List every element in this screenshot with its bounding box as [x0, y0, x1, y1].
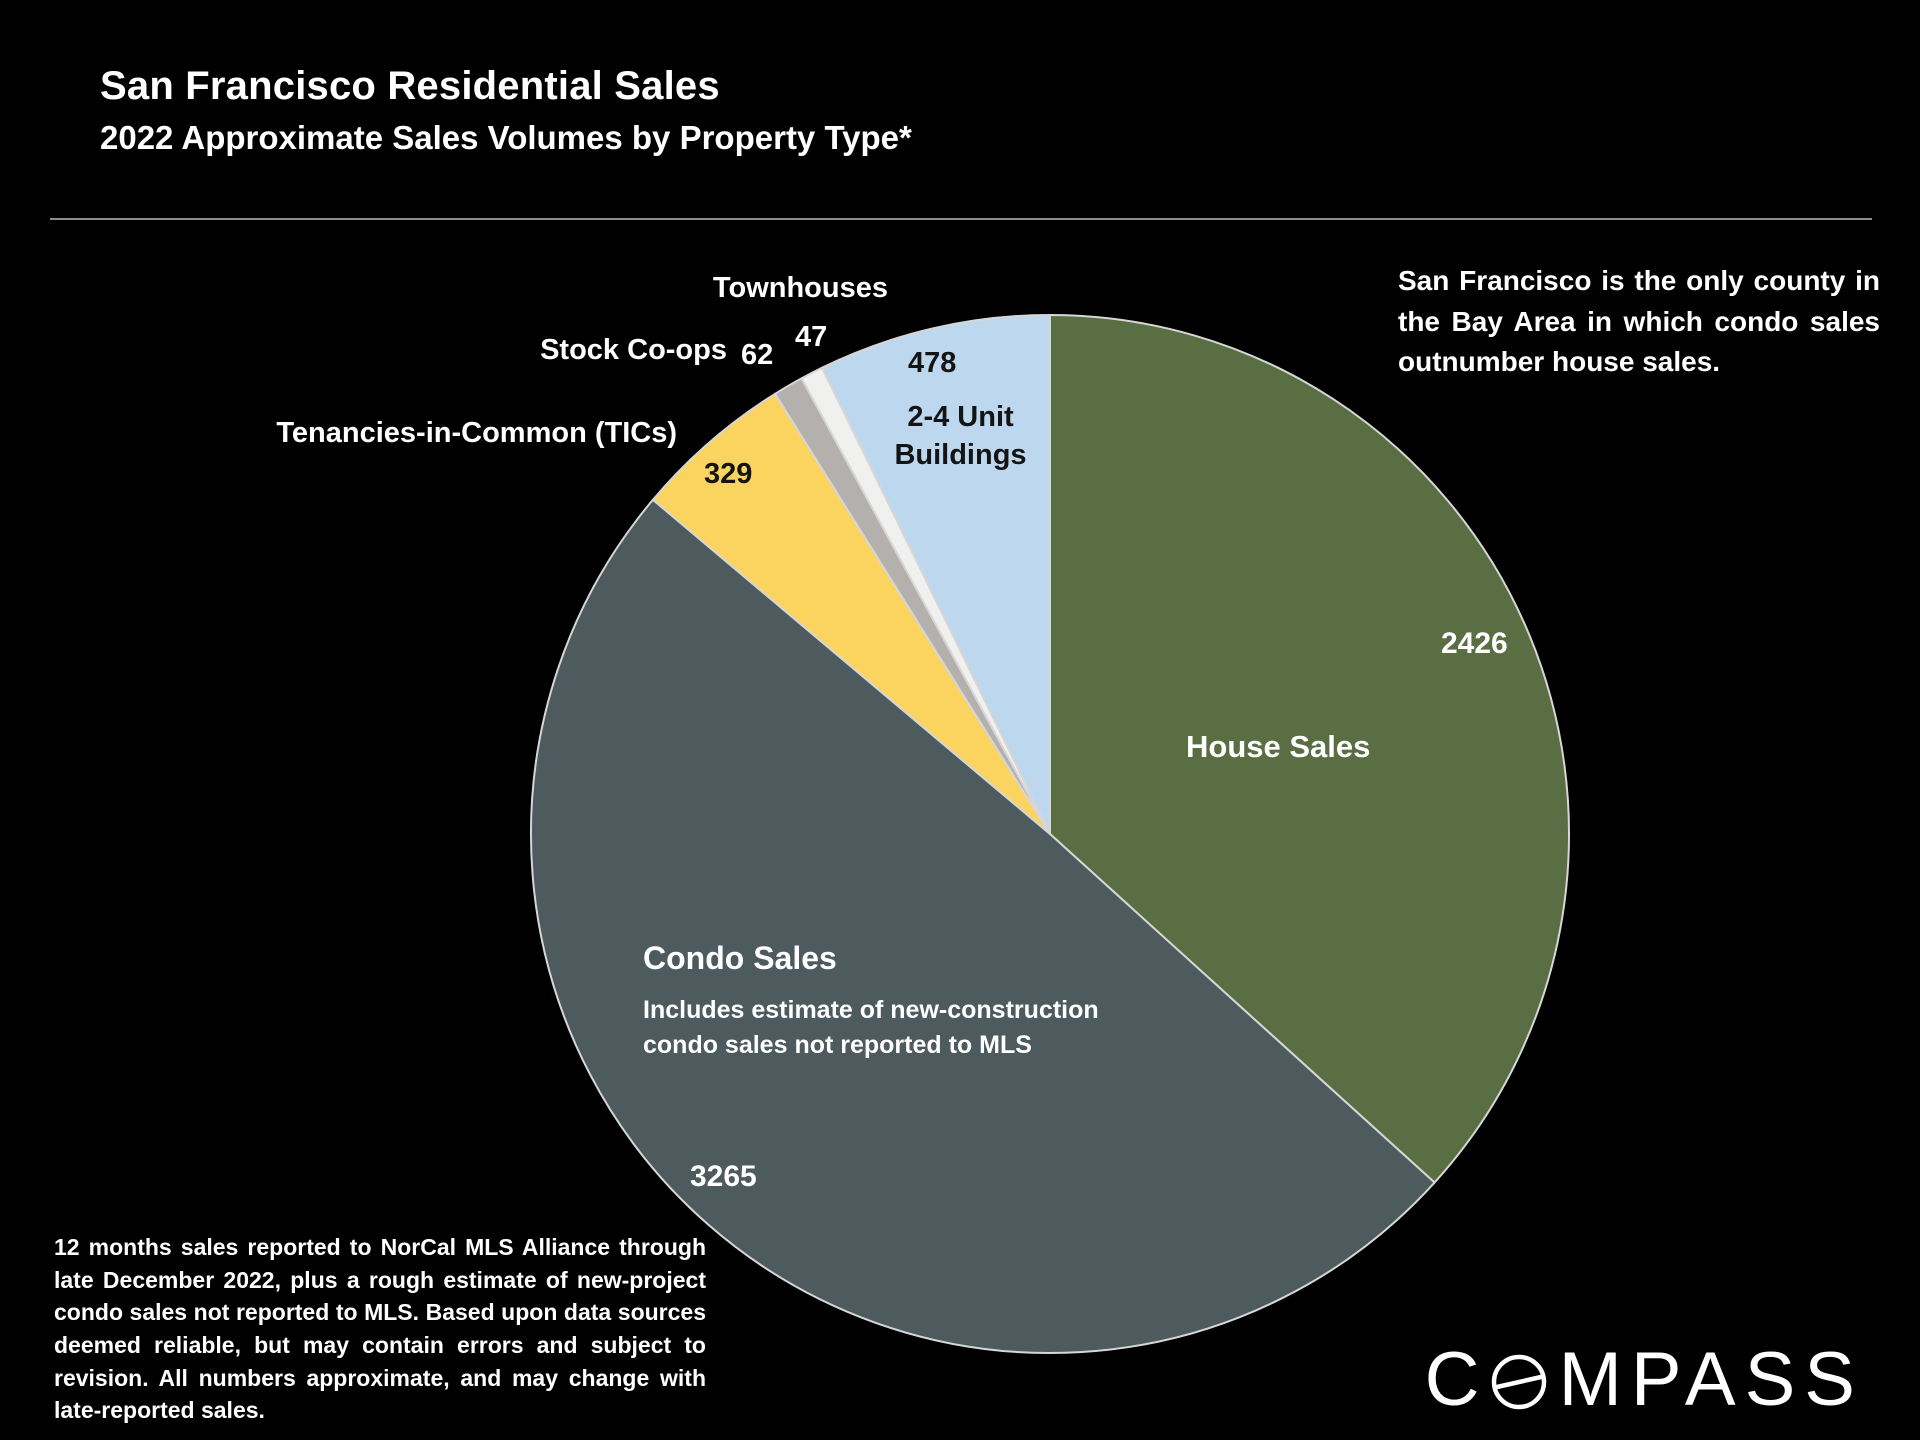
slide-title: San Francisco Residential Sales: [100, 64, 720, 108]
value-townhouses: 47: [795, 321, 828, 353]
pie-slice-tenancies-in-common-tics-: [651, 392, 1051, 835]
label-2-4-unit: 2-4 Unit Buildings: [894, 401, 1027, 472]
label-condo-sales: Condo Sales: [643, 940, 837, 976]
annotation-text: San Francisco is the only county in the …: [1398, 265, 1880, 378]
header-divider: [50, 218, 1872, 220]
compass-logo-c: C: [1424, 1337, 1489, 1422]
footnote-text: 12 months sales reported to NorCal MLS A…: [54, 1234, 706, 1424]
compass-logo-mpass: MPASS: [1558, 1337, 1864, 1422]
pie-chart: [530, 314, 1570, 1354]
pie-slice-condo-sales: [530, 498, 1436, 1354]
label-townhouses: Townhouses: [712, 272, 888, 304]
pie-slice-house-sales: [1049, 314, 1570, 1184]
compass-o-icon: [1491, 1354, 1546, 1409]
value-stock-co-ops: 62: [741, 339, 774, 371]
pie-slice-2-4-unit-buildings: [821, 314, 1051, 835]
value-2-4-unit: 478: [908, 347, 957, 379]
slide-subtitle: 2022 Approximate Sales Volumes by Proper…: [100, 119, 912, 156]
value-house-sales: 2426: [1441, 627, 1508, 660]
note-condo-sales: Includes estimate of new-construction co…: [643, 996, 1099, 1059]
value-tics: 329: [704, 458, 753, 490]
header: San Francisco Residential Sales 2022 App…: [100, 64, 912, 157]
compass-logo: C MPASS: [1425, 1336, 1864, 1423]
value-condo-sales: 3265: [690, 1160, 757, 1193]
label-house-sales: House Sales: [1186, 729, 1371, 764]
label-tics: Tenancies-in-Common (TICs): [276, 417, 677, 449]
label-stock-co-ops: Stock Co-ops: [540, 334, 727, 366]
